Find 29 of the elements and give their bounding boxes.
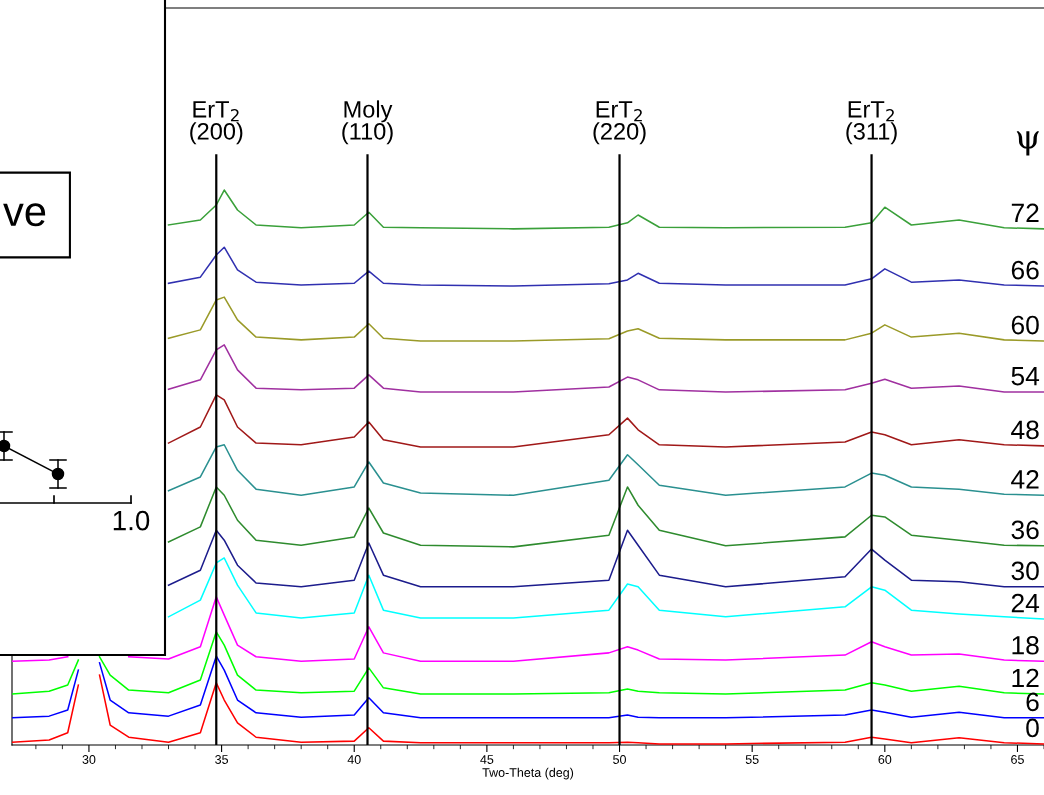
series-label: 6	[1026, 692, 1039, 712]
series-label: 0	[1026, 718, 1039, 738]
ref-line-label: ErT$_{2}$ (220)	[593, 101, 646, 145]
series-label: 54	[1011, 367, 1040, 386]
ref-line-label: Moly (110)	[342, 100, 393, 145]
x-tick-label: 40	[347, 755, 361, 764]
x-tick-label: 35	[215, 755, 229, 764]
x-tick-label: 30	[82, 755, 96, 764]
annotation: ve	[3, 203, 46, 227]
x-tick-label: 65	[1011, 755, 1024, 764]
series-label: 66	[1011, 260, 1039, 280]
x-tick-label: 50	[613, 755, 626, 764]
series-label: 60	[1011, 315, 1039, 335]
series-label: 48	[1011, 420, 1039, 440]
annotation: 1.0	[113, 510, 150, 531]
x-tick-label: 60	[878, 755, 892, 764]
x-axis-title: Two-Theta (deg)	[482, 767, 574, 780]
legend-title: ψ	[1016, 131, 1039, 156]
series-label: 24	[1011, 593, 1040, 613]
series-label: 42	[1011, 469, 1039, 489]
series-label: 72	[1011, 203, 1039, 223]
series-label: 18	[1012, 635, 1039, 655]
x-tick-label: 45	[480, 755, 494, 764]
ref-line-label: ErT$_{2}$ (200)	[190, 101, 243, 145]
ref-line-label: ErT$_{2}$ (311)	[846, 101, 897, 145]
series-label: 12	[1012, 668, 1039, 688]
series-label: 36	[1011, 520, 1039, 540]
series-label: 30	[1011, 561, 1039, 581]
x-tick-label: 55	[745, 755, 759, 764]
